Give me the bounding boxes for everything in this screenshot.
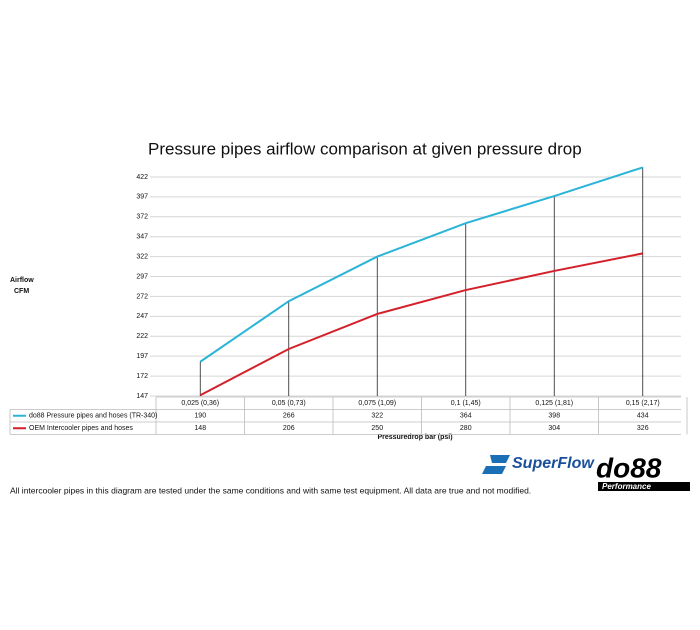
y-tick-label: 272	[136, 293, 148, 300]
do88-logo: do88 Performance	[596, 452, 690, 491]
footnote: All intercooler pipes in this diagram ar…	[10, 485, 531, 495]
y-axis-label: CFM	[14, 288, 29, 295]
chart-title: Pressure pipes airflow comparison at giv…	[148, 139, 582, 158]
y-tick-label: 422	[136, 174, 148, 181]
y-tick-label: 247	[136, 313, 148, 320]
table-value: 434	[637, 413, 649, 420]
table-value: 304	[548, 425, 560, 432]
table-value: 250	[371, 425, 383, 432]
table-value: 190	[194, 413, 206, 420]
logo-bar	[598, 482, 690, 491]
y-tick-label: 147	[136, 393, 148, 400]
table-value: 206	[283, 425, 295, 432]
logo-text: Performance	[602, 482, 651, 491]
logo-text: SuperFlow	[512, 455, 595, 472]
y-tick-label: 222	[136, 333, 148, 340]
y-tick-label: 322	[136, 253, 148, 260]
table-value: 280	[460, 425, 472, 432]
table-value: 364	[460, 413, 472, 420]
series-line	[199, 166, 644, 363]
x-tick-label: 0,15 (2,17)	[626, 400, 660, 407]
logo-text: do88	[596, 452, 662, 483]
y-tick-label: 172	[136, 373, 148, 380]
y-tick-label: 397	[136, 194, 148, 201]
table-value: 322	[371, 413, 383, 420]
y-tick-label: 297	[136, 273, 148, 280]
table-value: 266	[283, 413, 295, 420]
series-line	[199, 252, 643, 397]
table-value: 398	[548, 413, 560, 420]
table-value: 326	[637, 425, 649, 432]
x-tick-label: 0,125 (1,81)	[535, 400, 573, 407]
x-tick-label: 0,1 (1,45)	[451, 400, 481, 407]
y-tick-label: 197	[136, 353, 148, 360]
table-value: 148	[194, 425, 206, 432]
superflow-logo: SuperFlow	[482, 455, 595, 474]
logo-shape	[482, 455, 510, 474]
y-tick-label: 372	[136, 214, 148, 221]
legend-label: OEM Intercooler pipes and hoses	[29, 425, 133, 432]
y-tick-label: 347	[136, 234, 148, 241]
y-axis-label: Airflow	[10, 277, 34, 284]
legend-label: do88 Pressure pipes and hoses (TR-340)	[29, 413, 157, 420]
x-tick-label: 0,05 (0,73)	[272, 400, 306, 407]
x-axis-label: Pressuredrop bar (psi)	[377, 434, 452, 441]
x-tick-label: 0,075 (1,09)	[358, 400, 396, 407]
x-tick-label: 0,025 (0,36)	[181, 400, 219, 407]
